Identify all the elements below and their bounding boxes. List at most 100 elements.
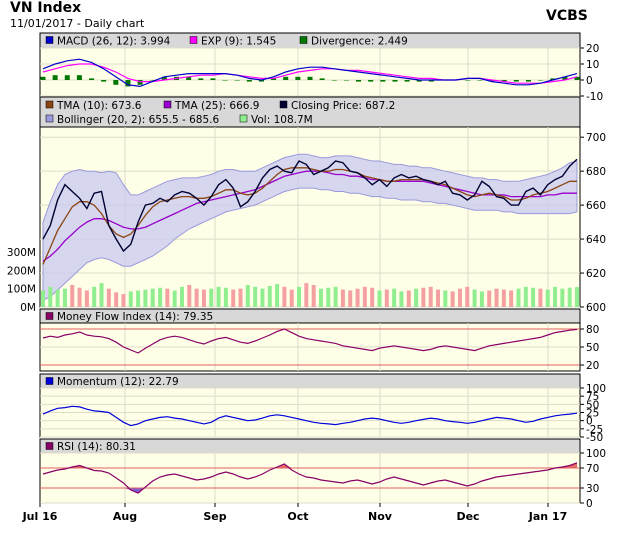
- divergence-bar: [89, 78, 95, 80]
- exp-line: [42, 63, 578, 84]
- volume-bar: [209, 288, 214, 307]
- macd-panel: [39, 47, 581, 97]
- volume-bar: [194, 288, 199, 307]
- volume-bar: [326, 287, 331, 307]
- y-tick-label: 600: [586, 302, 606, 314]
- divergence-bar: [501, 80, 507, 82]
- divergence-bar: [343, 80, 349, 81]
- y-tick-label: 0: [586, 75, 593, 87]
- volume-bar: [516, 288, 521, 307]
- volume-bar: [472, 289, 477, 307]
- volume-bar: [121, 294, 126, 307]
- y-tick-label: 100: [586, 383, 606, 395]
- bollinger-band: [42, 153, 578, 301]
- volume-bar: [62, 288, 67, 307]
- divergence-bar: [428, 80, 434, 82]
- divergence-bar: [76, 75, 82, 80]
- volume-bar: [143, 289, 148, 307]
- legend-swatch: [299, 36, 308, 44]
- volume-bar: [501, 289, 506, 307]
- divergence-bar: [52, 75, 58, 80]
- volume-bar: [348, 290, 353, 307]
- volume-bar: [421, 287, 426, 307]
- volume-bar: [282, 286, 287, 307]
- volume-bar: [304, 283, 309, 307]
- volume-bar: [509, 290, 514, 307]
- y-tick-label: 0: [586, 416, 593, 428]
- divergence-bar: [307, 76, 313, 80]
- volume-bar: [545, 289, 550, 307]
- volume-bar: [158, 287, 163, 307]
- divergence-bar: [125, 80, 131, 87]
- x-tick-label: Oct: [287, 510, 308, 523]
- rsi-overbought-fill: [569, 462, 577, 468]
- divergence-bar: [380, 80, 386, 82]
- divergence-bar: [538, 80, 544, 81]
- volume-bar: [362, 286, 367, 307]
- volume-bar: [84, 290, 89, 307]
- divergence-bar: [574, 76, 580, 80]
- volume-bar: [99, 283, 104, 307]
- y-tick-label: 100: [586, 448, 606, 460]
- divergence-bar: [234, 80, 240, 81]
- closing-price-line: [42, 158, 578, 253]
- volume-bar: [340, 289, 345, 307]
- volume-tick-label: 100M: [7, 284, 36, 296]
- volume-bar: [406, 290, 411, 307]
- x-tick-label: Nov: [368, 510, 393, 523]
- volume-bar: [70, 285, 75, 307]
- legend-swatch: [189, 36, 198, 44]
- volume-bar: [267, 285, 272, 307]
- y-tick-label: 50: [586, 342, 599, 354]
- legend-label: TMA (10): 673.6: [56, 100, 142, 112]
- volume-bar: [355, 288, 360, 307]
- divergence-bar: [198, 78, 204, 80]
- volume-bar: [399, 291, 404, 307]
- volume-bar: [457, 288, 462, 307]
- divergence-bar: [258, 80, 264, 82]
- legend-swatch: [45, 114, 54, 123]
- divergence-bar: [295, 76, 301, 80]
- chart-subtitle: 11/01/2017 - Daily chart: [10, 17, 145, 30]
- legend-label: Momentum (12): 22.79: [57, 376, 179, 388]
- divergence-bar: [64, 75, 70, 80]
- divergence-bar: [513, 80, 519, 82]
- divergence-bar: [525, 80, 531, 82]
- volume-bar: [450, 291, 455, 307]
- volume-bar: [479, 291, 484, 307]
- volume-bar: [55, 289, 60, 307]
- divergence-bar: [271, 78, 277, 80]
- x-tick-label: Aug: [113, 510, 137, 523]
- divergence-bar: [40, 76, 46, 80]
- mfi-line: [42, 328, 578, 354]
- y-tick-label: 0: [586, 498, 593, 510]
- divergence-bar: [210, 78, 216, 80]
- volume-bar: [260, 288, 265, 307]
- volume-bar: [231, 289, 236, 307]
- volume-bar: [414, 288, 419, 307]
- divergence-bar: [550, 78, 556, 80]
- volume-bar: [48, 286, 53, 307]
- legend-label: TMA (25): 666.9: [174, 100, 259, 112]
- legend-swatch: [239, 114, 248, 123]
- volume-tick-label: 0M: [20, 302, 36, 314]
- legend-bar: [39, 96, 581, 128]
- volume-bar: [377, 290, 382, 307]
- volume-bar: [92, 286, 97, 307]
- divergence-bar: [477, 80, 483, 81]
- macd-line: [42, 58, 578, 88]
- volume-bar: [201, 289, 206, 307]
- volume-bar: [487, 290, 492, 307]
- volume-bar: [114, 292, 119, 307]
- y-tick-label: 70: [586, 463, 599, 475]
- divergence-bar: [113, 80, 119, 85]
- divergence-bar: [465, 80, 471, 81]
- volume-bar: [436, 289, 441, 307]
- x-tick-label: Jul 16: [22, 510, 58, 523]
- legend-swatch: [45, 36, 54, 44]
- divergence-bar: [246, 80, 252, 82]
- rsi-line: [42, 462, 578, 494]
- volume-bar: [238, 288, 243, 307]
- divergence-bar: [404, 80, 410, 82]
- volume-bar: [179, 286, 184, 307]
